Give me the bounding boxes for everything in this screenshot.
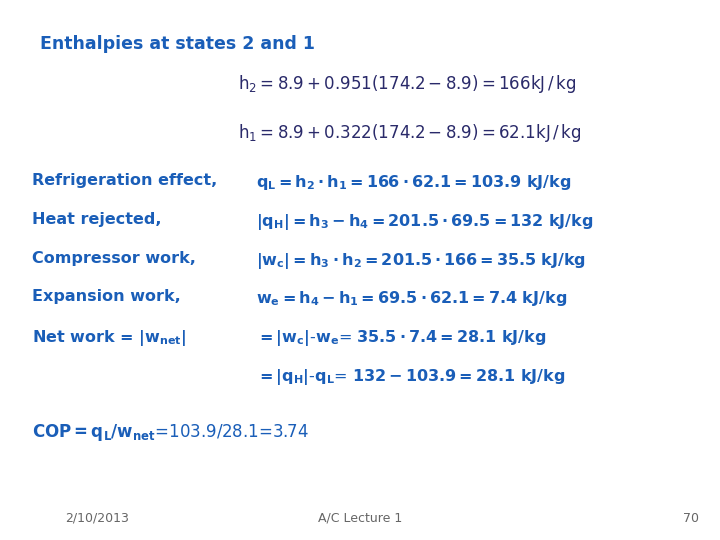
Text: 70: 70 xyxy=(683,512,699,525)
Text: $\mathbf{COP= q_L/w_{net}\text{=103.9/28.1=3.74}}$: $\mathbf{COP= q_L/w_{net}\text{=103.9/28… xyxy=(32,422,310,443)
Text: $\mathbf{|w_c| = h_3 \cdot h_2 = 201.5 \cdot 166 = 35.5\ kJ/kg}$: $\mathbf{|w_c| = h_3 \cdot h_2 = 201.5 \… xyxy=(256,251,585,271)
Text: Compressor work,: Compressor work, xyxy=(32,251,197,266)
Text: $\mathbf{w_e = h_4 - h_1 = 69.5 \cdot 62.1 = 7.4\ kJ/kg}$: $\mathbf{w_e = h_4 - h_1 = 69.5 \cdot 62… xyxy=(256,289,567,308)
Text: $\mathsf{h_2 = 8.9 + 0.951(174.2 - 8.9) = 166kJ\,/\,kg}$: $\mathsf{h_2 = 8.9 + 0.951(174.2 - 8.9) … xyxy=(238,73,576,95)
Text: $\mathbf{= |w_c|\text{-}w_e\text{= }35.5 \cdot 7.4 = 28.1\ kJ/kg}$: $\mathbf{= |w_c|\text{-}w_e\text{= }35.5… xyxy=(256,328,546,348)
Text: Expansion work,: Expansion work, xyxy=(32,289,181,305)
Text: Refrigeration effect,: Refrigeration effect, xyxy=(32,173,217,188)
Text: $\mathbf{|q_H| = h_3 - h_4 = 201.5 \cdot 69.5 = 132\ kJ/kg}$: $\mathbf{|q_H| = h_3 - h_4 = 201.5 \cdot… xyxy=(256,212,593,232)
Text: $\mathbf{= |q_H|\text{-}q_L\text{= }132 - 103.9 = 28.1\ kJ/kg}$: $\mathbf{= |q_H|\text{-}q_L\text{= }132 … xyxy=(256,367,565,387)
Text: Net work = $\mathbf{|w_{net}|}$: Net work = $\mathbf{|w_{net}|}$ xyxy=(32,328,186,348)
Text: $\mathsf{h_1 = 8.9 + 0.322(174.2 - 8.9) = 62.1kJ\,/\,kg}$: $\mathsf{h_1 = 8.9 + 0.322(174.2 - 8.9) … xyxy=(238,122,581,144)
Text: $\mathbf{q_L = h_2 \cdot h_1 = 166 \cdot 62.1 = 103.9\ kJ/kg}$: $\mathbf{q_L = h_2 \cdot h_1 = 166 \cdot… xyxy=(256,173,571,192)
Text: Heat rejected,: Heat rejected, xyxy=(32,212,162,227)
Text: Enthalpies at states 2 and 1: Enthalpies at states 2 and 1 xyxy=(40,35,315,53)
Text: A/C Lecture 1: A/C Lecture 1 xyxy=(318,512,402,525)
Text: 2/10/2013: 2/10/2013 xyxy=(66,512,129,525)
